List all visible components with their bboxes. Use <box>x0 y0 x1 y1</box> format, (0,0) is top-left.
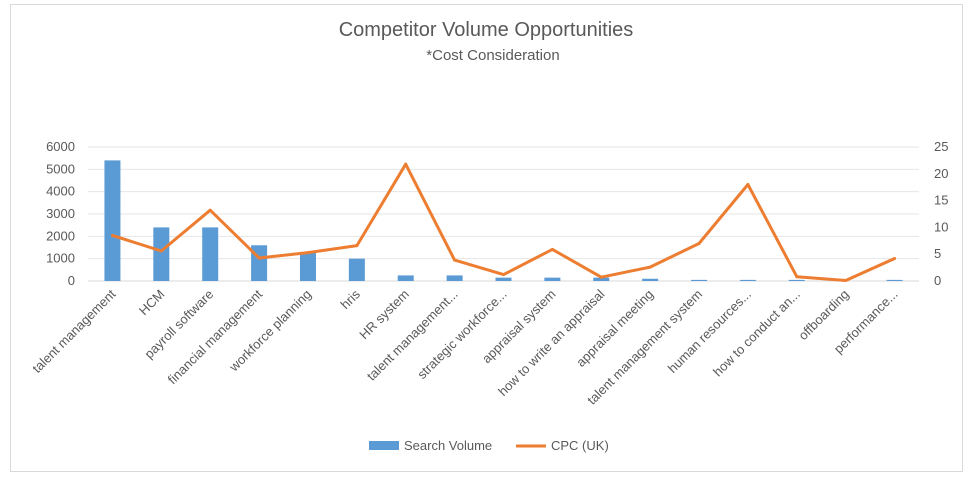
point-cpc <box>893 256 897 260</box>
chart-svg: Competitor Volume Opportunities *Cost Co… <box>29 19 948 453</box>
bar-search-volume <box>544 277 561 281</box>
legend-label-cpc: CPC (UK) <box>551 438 609 453</box>
x-category-label: hris <box>338 286 364 312</box>
y-right-tick-label: 10 <box>934 219 948 234</box>
bar-search-volume <box>348 258 365 281</box>
point-cpc <box>746 183 750 187</box>
point-cpc <box>159 249 163 253</box>
point-cpc <box>355 244 359 248</box>
grid-layer <box>88 146 919 282</box>
y-left-tick-label: 2000 <box>46 228 75 243</box>
bar-search-volume <box>495 277 512 281</box>
bar-search-volume <box>446 275 463 281</box>
chart-frame: Competitor Volume Opportunities *Cost Co… <box>10 4 963 472</box>
point-cpc <box>502 273 505 277</box>
bar-search-volume <box>886 279 903 281</box>
point-cpc <box>599 275 603 279</box>
x-category-label: human resources... <box>665 287 754 376</box>
bar-search-volume <box>299 251 316 281</box>
bar-layer <box>104 160 903 281</box>
bar-search-volume <box>104 160 121 281</box>
x-category-label: how to conduct an... <box>710 287 803 380</box>
y-left-tick-label: 1000 <box>46 251 75 266</box>
y-right-tick-label: 20 <box>934 166 948 181</box>
y-left-tick-label: 5000 <box>46 161 75 176</box>
chart-title: Competitor Volume Opportunities <box>339 19 634 41</box>
y-left-tick-label: 4000 <box>46 184 75 199</box>
bar-search-volume <box>788 279 805 281</box>
legend-label-search-volume: Search Volume <box>404 438 492 453</box>
bar-search-volume <box>642 278 659 281</box>
point-cpc <box>648 265 652 269</box>
y-right-tick-label: 25 <box>934 139 948 154</box>
y-left-tick-label: 0 <box>68 273 75 288</box>
bar-search-volume <box>153 227 170 281</box>
x-category-label: talent management <box>29 286 119 376</box>
chart-subtitle: *Cost Consideration <box>426 47 559 64</box>
x-category-label: financial management <box>165 286 266 387</box>
y-right-tick-label: 0 <box>934 273 941 288</box>
y-left-tick-label: 6000 <box>46 139 75 154</box>
point-cpc <box>257 256 261 260</box>
point-cpc <box>550 247 554 251</box>
bar-search-volume <box>593 277 610 281</box>
point-cpc <box>453 258 457 262</box>
point-cpc <box>844 278 848 282</box>
bar-search-volume <box>397 275 414 281</box>
x-category-label: workforce planning <box>226 287 314 375</box>
bar-search-volume <box>202 227 219 281</box>
y-left-tick-label: 3000 <box>46 206 75 221</box>
point-cpc <box>306 251 310 255</box>
legend: Search Volume CPC (UK) <box>369 438 609 453</box>
point-cpc <box>795 275 799 279</box>
y-right-tick-label: 15 <box>934 193 948 208</box>
bar-search-volume <box>691 279 708 281</box>
x-category-label: talent management... <box>364 287 461 384</box>
line-layer <box>110 162 897 282</box>
x-category-label: strategic workforce... <box>414 287 509 382</box>
point-cpc <box>404 162 408 166</box>
x-category-label: HCM <box>136 287 168 319</box>
point-cpc <box>110 233 114 237</box>
legend-swatch-search-volume <box>369 441 399 450</box>
line-cpc <box>111 162 896 282</box>
point-cpc <box>208 208 212 212</box>
bar-search-volume <box>739 279 756 281</box>
point-cpc <box>697 241 701 245</box>
y-right-tick-label: 5 <box>934 246 941 261</box>
